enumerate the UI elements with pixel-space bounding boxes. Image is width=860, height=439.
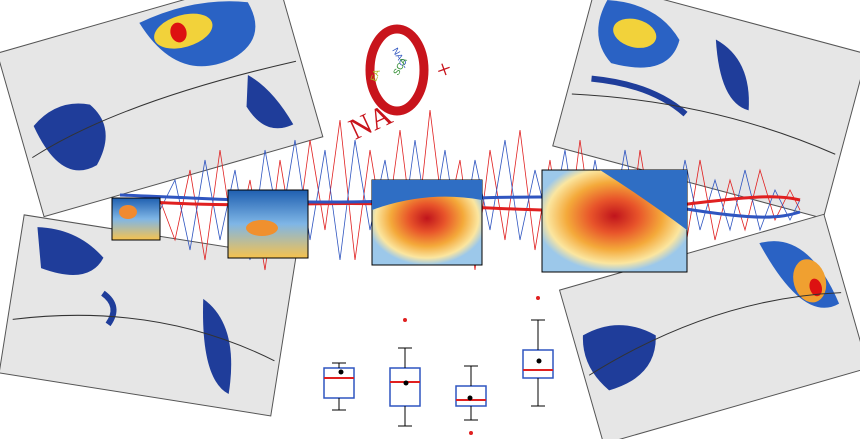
boxplots — [323, 349, 554, 407]
label-sign: + — [432, 53, 456, 85]
whiskers — [332, 319, 545, 427]
inset-map — [111, 197, 161, 241]
medians — [324, 369, 553, 401]
map-panel — [0, 214, 297, 417]
ring-label: EA — [368, 68, 382, 83]
ring — [365, 24, 429, 116]
inset-map — [541, 169, 688, 273]
inset-map — [371, 179, 483, 266]
map-panel — [552, 0, 860, 219]
inset-map — [227, 189, 309, 259]
map-panel — [0, 0, 324, 218]
means — [338, 296, 542, 435]
